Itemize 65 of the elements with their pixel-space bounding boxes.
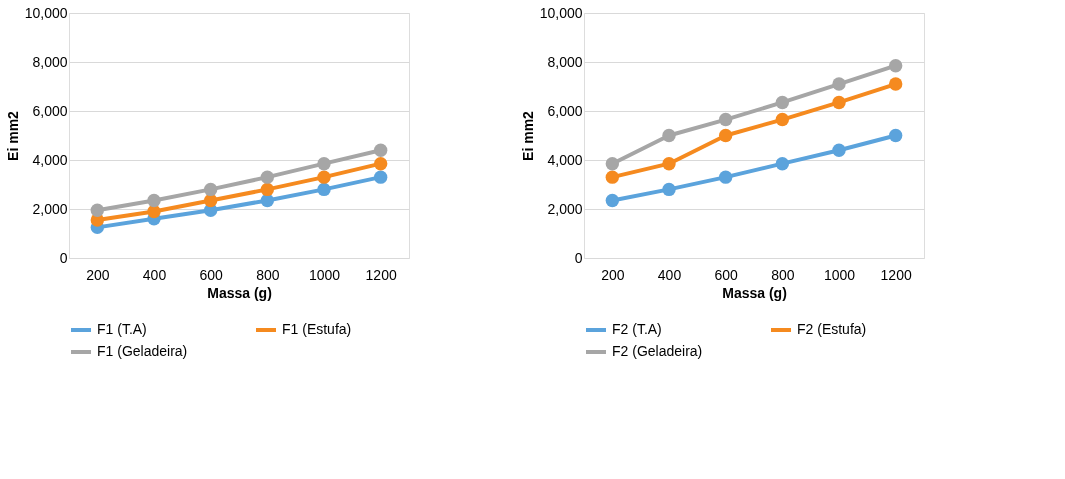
point bbox=[605, 170, 620, 184]
legend-label: F1 (Geladeira) bbox=[97, 343, 188, 359]
point bbox=[662, 182, 676, 197]
point bbox=[775, 95, 790, 110]
point bbox=[373, 156, 388, 171]
legend-label: F1 (Estufa) bbox=[282, 321, 352, 337]
x-tick-label: 200 bbox=[86, 266, 110, 283]
point bbox=[775, 112, 790, 127]
y-tick-label: 8,000 bbox=[32, 53, 68, 70]
y-tick-label: 0 bbox=[59, 249, 68, 266]
x-tick-label: 400 bbox=[142, 266, 167, 283]
point bbox=[605, 193, 620, 208]
y-tick-label: 10,000 bbox=[539, 4, 583, 21]
point bbox=[90, 203, 105, 217]
point bbox=[832, 77, 846, 91]
y-tick-label: 4,000 bbox=[32, 151, 68, 168]
x-tick-label: 600 bbox=[714, 266, 739, 283]
point bbox=[317, 182, 331, 197]
point bbox=[832, 143, 846, 157]
point bbox=[147, 193, 161, 208]
point bbox=[888, 77, 903, 91]
point bbox=[718, 170, 733, 184]
x-tick-label: 200 bbox=[601, 266, 625, 283]
point bbox=[203, 182, 218, 197]
legend-label: F2 (T.A) bbox=[612, 321, 662, 337]
point bbox=[662, 128, 676, 143]
x-tick-label: 800 bbox=[771, 266, 795, 283]
point bbox=[260, 193, 275, 208]
point bbox=[718, 128, 733, 143]
point bbox=[373, 170, 388, 184]
y-tick-label: 0 bbox=[574, 249, 583, 266]
y-tick-label: 8,000 bbox=[547, 53, 583, 70]
x-tick-label: 800 bbox=[256, 266, 280, 283]
legend-label: F2 (Estufa) bbox=[797, 321, 867, 337]
x-axis-title: Massa (g) bbox=[722, 284, 787, 301]
y-tick-label: 2,000 bbox=[32, 200, 68, 217]
point bbox=[260, 170, 275, 184]
point bbox=[260, 182, 275, 197]
x-tick-label: 1000 bbox=[308, 266, 341, 283]
x-tick-label: 1200 bbox=[365, 266, 397, 283]
legend-label: F1 (T.A) bbox=[97, 321, 147, 337]
x-tick-label: 1200 bbox=[880, 266, 912, 283]
y-tick-label: 6,000 bbox=[32, 102, 68, 119]
point bbox=[605, 156, 620, 171]
y-axis-title: Ei mm2 bbox=[519, 110, 536, 161]
x-tick-label: 600 bbox=[199, 266, 224, 283]
point bbox=[888, 58, 903, 73]
y-tick-label: 10,000 bbox=[24, 4, 68, 21]
point bbox=[718, 112, 733, 127]
point bbox=[373, 143, 388, 157]
x-tick-label: 1000 bbox=[823, 266, 856, 283]
point bbox=[832, 95, 846, 110]
point bbox=[203, 193, 218, 208]
point bbox=[888, 128, 903, 143]
point bbox=[662, 156, 676, 171]
point bbox=[317, 156, 331, 171]
point bbox=[317, 170, 331, 184]
x-axis-title: Massa (g) bbox=[207, 284, 272, 301]
legend-label: F2 (Geladeira) bbox=[612, 343, 703, 359]
y-axis-title: Ei mm2 bbox=[4, 110, 21, 161]
x-tick-label: 400 bbox=[657, 266, 682, 283]
y-tick-label: 4,000 bbox=[547, 151, 583, 168]
y-tick-label: 2,000 bbox=[547, 200, 583, 217]
point bbox=[775, 156, 790, 171]
y-tick-label: 6,000 bbox=[547, 102, 583, 119]
